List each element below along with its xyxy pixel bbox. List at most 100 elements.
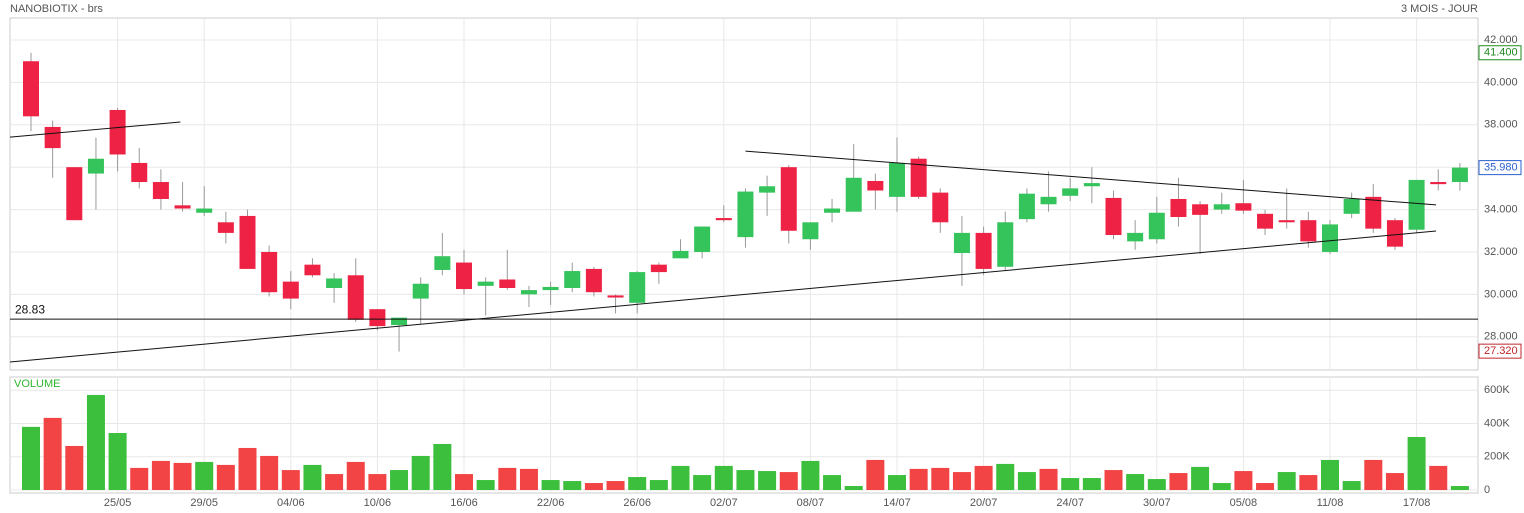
volume-bar <box>216 464 235 491</box>
volume-bar <box>952 472 971 491</box>
candle-body <box>152 182 169 199</box>
candle-body <box>1343 198 1360 214</box>
volume-bar <box>1061 478 1080 491</box>
candle-body <box>239 215 256 269</box>
candle-body <box>932 192 949 223</box>
candle-body <box>1018 193 1035 220</box>
candle-body <box>1365 196 1382 229</box>
candle-body <box>131 162 148 183</box>
y-tick-label: 0 <box>1484 484 1490 496</box>
volume-bar <box>758 471 777 491</box>
chart-subtitle: 3 MOIS - JOUR <box>1401 3 1478 15</box>
price-panel <box>9 17 1479 371</box>
candle-body <box>1062 188 1079 196</box>
y-tick-label: 38.000 <box>1484 119 1518 131</box>
volume-bar <box>736 470 755 491</box>
candle-body <box>1257 213 1274 229</box>
candle-body <box>867 180 884 191</box>
candle-body <box>694 226 711 252</box>
candle-body <box>997 222 1014 267</box>
volume-bar <box>260 455 279 491</box>
candle-body <box>1235 203 1252 211</box>
volume-bar <box>1364 459 1383 491</box>
price-badge <box>1478 343 1522 359</box>
candle-body <box>174 205 191 209</box>
candle-body <box>607 295 624 298</box>
candle-body <box>1170 198 1187 217</box>
volume-bar <box>584 483 603 491</box>
volume-bar <box>1212 483 1231 491</box>
y-tick-label: 34.000 <box>1484 203 1518 215</box>
volume-bar <box>823 475 842 491</box>
candle-body <box>564 271 581 288</box>
candle-body <box>1105 197 1122 236</box>
volume-bar <box>931 467 950 491</box>
candle-body <box>109 109 126 155</box>
volume-bar <box>628 477 647 491</box>
volume-bar <box>1082 478 1101 491</box>
x-tick-label: 04/06 <box>277 497 305 509</box>
candle-body <box>889 162 905 197</box>
volume-bar <box>693 475 712 491</box>
candle-body <box>196 208 213 213</box>
y-tick-label: 400K <box>1484 417 1510 429</box>
volume-bar <box>86 394 105 491</box>
candle-body <box>1451 167 1468 183</box>
candle-body <box>391 317 408 326</box>
candle-body <box>975 232 992 269</box>
price-badge-label: 27.320 <box>1484 345 1518 357</box>
volume-bar <box>108 433 127 491</box>
volume-bar <box>390 470 409 491</box>
candle-body <box>845 177 862 212</box>
y-tick-label: 28.000 <box>1484 331 1518 343</box>
candle-body <box>1386 220 1403 247</box>
candle-body <box>44 126 61 149</box>
price-badge-label: 35.980 <box>1484 162 1518 174</box>
price-badge <box>1478 160 1522 176</box>
volume-bar <box>1104 470 1123 491</box>
x-tick-label: 20/07 <box>970 497 998 509</box>
trend-line <box>9 121 181 138</box>
candle-body <box>456 262 472 290</box>
candle-body <box>1213 204 1230 210</box>
candle-body <box>23 61 39 117</box>
volume-bar <box>1450 486 1469 491</box>
volume-bar <box>195 461 214 491</box>
price-badge <box>1478 45 1522 61</box>
candle-body <box>1148 212 1165 240</box>
volume-bar <box>173 462 192 491</box>
volume-bar <box>1429 465 1448 491</box>
volume-bar <box>779 472 798 491</box>
candle-body <box>650 264 667 273</box>
volume-bar <box>1385 473 1404 491</box>
candle-body <box>542 286 559 291</box>
volume-bar <box>606 481 625 491</box>
x-tick-label: 25/05 <box>104 497 132 509</box>
volume-bar <box>65 445 84 491</box>
candle-body <box>953 232 970 254</box>
trend-line <box>745 150 1437 206</box>
candle-body <box>347 275 364 320</box>
y-tick-label: 30.000 <box>1484 288 1518 300</box>
volume-bar <box>844 486 863 491</box>
candle-body <box>1083 183 1100 187</box>
candle-body <box>412 283 429 299</box>
volume-bar <box>130 467 149 491</box>
x-tick-label: 16/06 <box>450 497 478 509</box>
x-tick-label: 22/06 <box>537 497 565 509</box>
volume-bar <box>1299 475 1318 491</box>
candle-body <box>1408 179 1425 230</box>
candle-body <box>1322 224 1338 252</box>
x-tick-label: 08/07 <box>797 497 825 509</box>
volume-bar <box>1277 472 1296 491</box>
candle-body <box>672 250 689 259</box>
candle-body <box>1278 220 1295 223</box>
volume-bar <box>411 455 430 491</box>
candle-body <box>1430 182 1447 185</box>
candle-body <box>369 309 386 327</box>
volume-bar <box>476 480 495 491</box>
volume-bar <box>1017 472 1036 491</box>
candle-body <box>477 281 494 286</box>
candle-body <box>910 158 927 197</box>
